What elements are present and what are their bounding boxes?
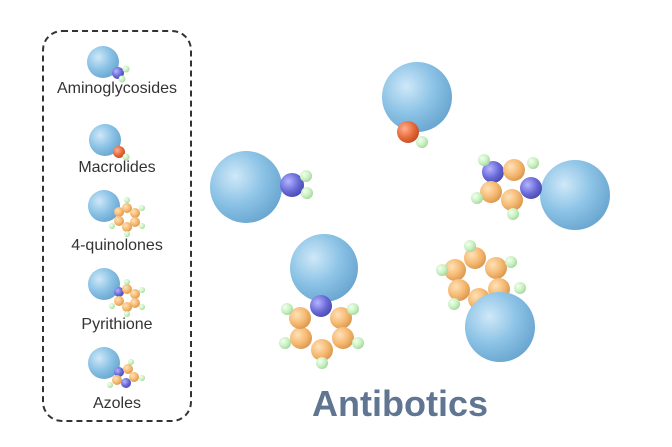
legend-label-pyrithione: Pyrithione — [81, 316, 153, 333]
legend-label-azoles: Azoles — [92, 395, 142, 412]
molecule-4-quinolones — [436, 240, 535, 362]
legend-icon-4-quinolones — [88, 190, 145, 237]
legend-icon-aminoglycosides — [87, 46, 130, 83]
legend-box — [42, 30, 192, 422]
legend-icon-macrolides — [89, 124, 130, 161]
molecule-pyrithione — [279, 234, 364, 369]
legend-label-4-quinolones: 4-quinolones — [71, 237, 163, 254]
legend-icon-pyrithione — [88, 268, 145, 317]
legend-label-macrolides: Macrolides — [78, 159, 156, 176]
legend-icon-azoles — [88, 347, 145, 388]
molecule-aminoglycosides — [210, 151, 313, 223]
molecule-macrolides — [382, 62, 452, 148]
legend-label-aminoglycosides: Aminoglycosides — [56, 80, 178, 97]
molecule-azoles — [471, 154, 610, 230]
diagram-title: Antibotics — [312, 383, 488, 424]
